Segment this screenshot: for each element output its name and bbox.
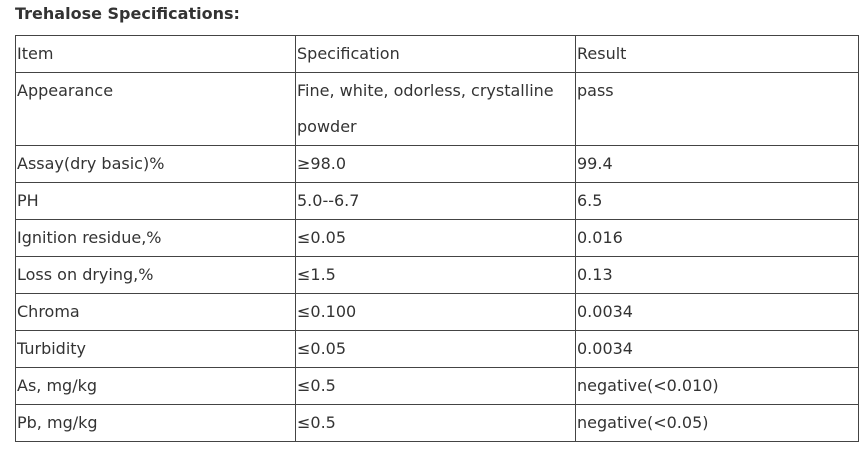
title: Trehalose Specifications: <box>15 4 240 23</box>
table-cell: Appearance <box>15 72 296 146</box>
table-row: As, mg/kg ≤0.5 negative(<0.010) <box>15 367 859 405</box>
table-cell: Chroma <box>15 293 296 331</box>
table-cell: pass <box>575 72 859 146</box>
table-cell: 0.0034 <box>575 330 859 368</box>
table-cell: ≤0.05 <box>295 219 576 257</box>
table-cell: PH <box>15 182 296 220</box>
table-cell: 99.4 <box>575 145 859 183</box>
table-cell: 0.13 <box>575 256 859 294</box>
table-cell: Specification <box>295 35 576 73</box>
table-row: Turbidity ≤0.05 0.0034 <box>15 330 859 368</box>
table-cell: negative(<0.05) <box>575 404 859 442</box>
table-row: Loss on drying,% ≤1.5 0.13 <box>15 256 859 294</box>
spec-table: Item Specification Result Appearance Fine, w… <box>15 35 859 442</box>
table-cell: Loss on drying,% <box>15 256 296 294</box>
table-cell: ≤1.5 <box>295 256 576 294</box>
table-cell: 0.016 <box>575 219 859 257</box>
table-cell: ≤0.05 <box>295 330 576 368</box>
table-cell: 6.5 <box>575 182 859 220</box>
table-cell: Turbidity <box>15 330 296 368</box>
table-cell: negative(<0.010) <box>575 367 859 405</box>
table-row: Ignition residue,% ≤0.05 0.016 <box>15 219 859 257</box>
table-row: Assay(dry basic)% ≥98.0 99.4 <box>15 145 859 183</box>
table-row: PH 5.0--6.7 6.5 <box>15 182 859 220</box>
table-row: Appearance Fine, white, odorless, crystal… <box>15 72 859 146</box>
table-cell: 5.0--6.7 <box>295 182 576 220</box>
table-cell: ≤0.5 <box>295 404 576 442</box>
table-cell: Pb, mg/kg <box>15 404 296 442</box>
table-cell: Fine, white, odorless, crystalline powde… <box>295 72 576 146</box>
table-cell: Item <box>15 35 296 73</box>
table-cell: ≤0.100 <box>295 293 576 331</box>
table-cell: ≤0.5 <box>295 367 576 405</box>
table-cell: ≥98.0 <box>295 145 576 183</box>
table-row: Chroma ≤0.100 0.0034 <box>15 293 859 331</box>
table-cell: Ignition residue,% <box>15 219 296 257</box>
table-row: Pb, mg/kg ≤0.5 negative(<0.05) <box>15 404 859 442</box>
table-cell: Assay(dry basic)% <box>15 145 296 183</box>
table-cell: As, mg/kg <box>15 367 296 405</box>
header-row: Item Specification Result <box>15 35 859 73</box>
table-cell: Result <box>575 35 859 73</box>
table-cell: 0.0034 <box>575 293 859 331</box>
